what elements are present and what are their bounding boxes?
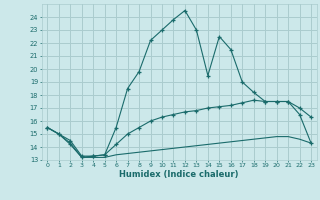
X-axis label: Humidex (Indice chaleur): Humidex (Indice chaleur) — [119, 170, 239, 179]
